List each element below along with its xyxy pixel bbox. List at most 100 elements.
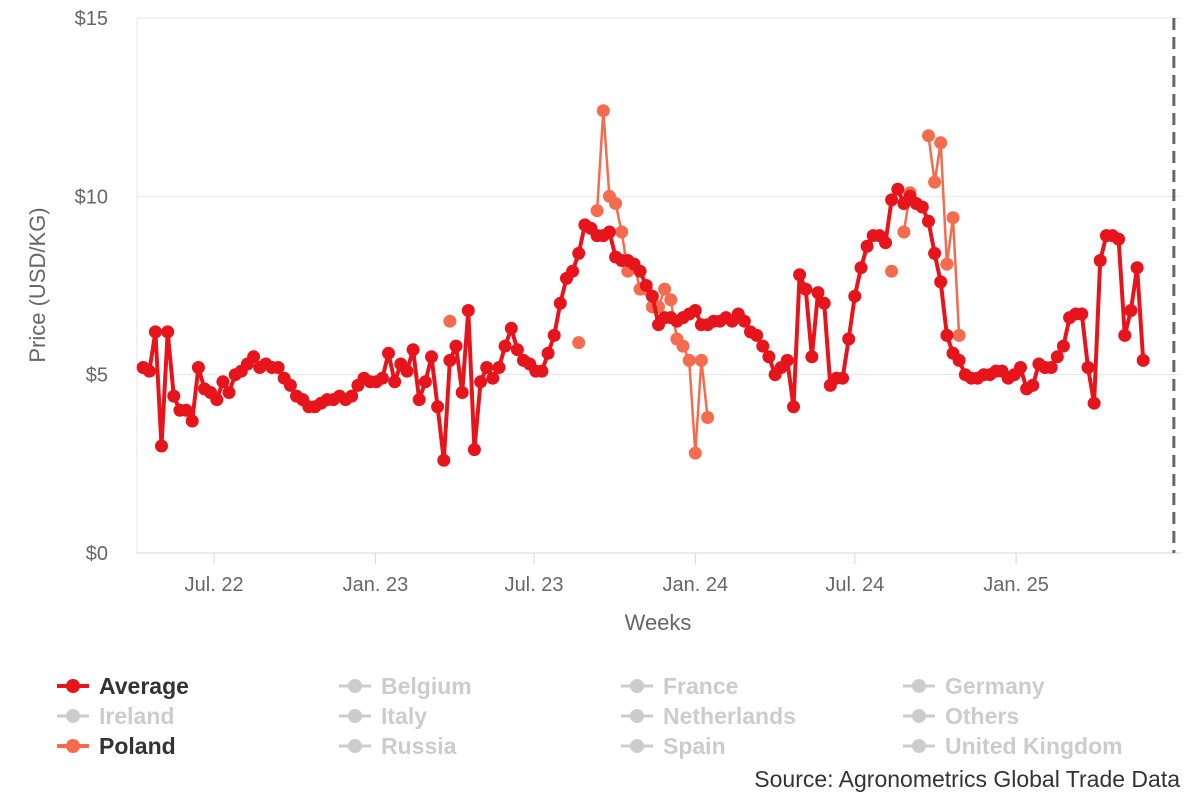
data-point-average[interactable] xyxy=(1075,307,1089,321)
data-point-average[interactable] xyxy=(155,439,168,453)
data-point-average[interactable] xyxy=(1014,361,1027,374)
data-point-poland[interactable] xyxy=(952,328,966,342)
data-point-average[interactable] xyxy=(345,389,359,403)
data-point-average[interactable] xyxy=(842,332,856,346)
legend-item-france[interactable]: France xyxy=(619,671,901,701)
data-point-average[interactable] xyxy=(283,378,297,392)
data-point-average[interactable] xyxy=(449,339,463,353)
data-point-poland[interactable] xyxy=(609,197,623,210)
data-point-average[interactable] xyxy=(553,296,567,310)
data-point-poland[interactable] xyxy=(664,293,678,307)
data-point-average[interactable] xyxy=(191,361,205,374)
data-point-average[interactable] xyxy=(142,364,156,378)
data-point-average[interactable] xyxy=(915,200,929,214)
legend-item-germany[interactable]: Germany xyxy=(901,671,1183,701)
data-point-poland[interactable] xyxy=(443,314,457,328)
data-point-average[interactable] xyxy=(566,264,580,278)
data-point-average[interactable] xyxy=(860,239,874,253)
data-point-average[interactable] xyxy=(437,453,451,467)
data-point-average[interactable] xyxy=(836,371,850,385)
data-point-average[interactable] xyxy=(1081,361,1095,374)
data-point-average[interactable] xyxy=(952,353,966,367)
data-point-average[interactable] xyxy=(541,346,555,360)
data-point-poland[interactable] xyxy=(885,264,899,278)
data-point-average[interactable] xyxy=(474,375,488,389)
data-point-average[interactable] xyxy=(216,375,230,389)
data-point-poland[interactable] xyxy=(688,446,702,460)
data-point-average[interactable] xyxy=(1050,350,1064,364)
data-point-average[interactable] xyxy=(1118,328,1132,342)
data-point-average[interactable] xyxy=(167,389,181,403)
legend-item-poland[interactable]: Poland xyxy=(55,731,337,761)
data-point-average[interactable] xyxy=(222,386,236,399)
data-point-average[interactable] xyxy=(1112,232,1126,246)
data-point-average[interactable] xyxy=(388,375,402,389)
legend-item-belgium[interactable]: Belgium xyxy=(337,671,619,701)
data-point-poland[interactable] xyxy=(928,175,942,189)
data-point-average[interactable] xyxy=(639,279,653,292)
data-point-average[interactable] xyxy=(848,289,862,303)
legend-item-russia[interactable]: Russia xyxy=(337,731,619,761)
data-point-average[interactable] xyxy=(793,268,807,282)
data-point-average[interactable] xyxy=(535,364,549,378)
data-point-average[interactable] xyxy=(934,275,948,289)
data-point-average[interactable] xyxy=(885,193,899,207)
data-point-average[interactable] xyxy=(805,350,819,364)
data-point-average[interactable] xyxy=(737,314,751,328)
data-point-average[interactable] xyxy=(940,328,954,342)
data-point-average[interactable] xyxy=(492,361,506,374)
data-point-average[interactable] xyxy=(1124,304,1138,317)
data-point-average[interactable] xyxy=(1130,261,1144,275)
data-point-average[interactable] xyxy=(467,443,481,457)
data-point-average[interactable] xyxy=(1093,254,1107,267)
data-point-average[interactable] xyxy=(443,353,457,367)
data-point-poland[interactable] xyxy=(922,129,935,143)
data-point-poland[interactable] xyxy=(940,257,954,271)
data-point-average[interactable] xyxy=(406,343,420,357)
data-point-average[interactable] xyxy=(891,182,905,196)
legend-item-average[interactable]: Average xyxy=(55,671,337,701)
data-point-average[interactable] xyxy=(271,361,285,374)
data-point-average[interactable] xyxy=(210,393,224,407)
data-point-average[interactable] xyxy=(928,246,942,260)
data-point-average[interactable] xyxy=(1056,339,1070,353)
data-point-poland[interactable] xyxy=(934,136,948,150)
data-point-poland[interactable] xyxy=(682,353,696,367)
data-point-average[interactable] xyxy=(780,353,794,367)
data-point-average[interactable] xyxy=(1026,378,1040,392)
data-point-average[interactable] xyxy=(879,236,892,250)
data-point-poland[interactable] xyxy=(701,411,715,424)
data-point-average[interactable] xyxy=(382,346,395,360)
data-point-poland[interactable] xyxy=(572,336,586,350)
data-point-average[interactable] xyxy=(854,261,868,275)
data-point-average[interactable] xyxy=(750,328,764,342)
data-point-average[interactable] xyxy=(762,350,776,364)
data-point-poland[interactable] xyxy=(676,339,690,353)
data-point-average[interactable] xyxy=(375,371,389,385)
data-point-average[interactable] xyxy=(756,339,770,353)
legend-item-spain[interactable]: Spain xyxy=(619,731,901,761)
data-point-average[interactable] xyxy=(400,364,414,378)
data-point-average[interactable] xyxy=(455,386,469,399)
data-point-average[interactable] xyxy=(572,246,586,260)
data-point-average[interactable] xyxy=(787,400,800,414)
data-point-average[interactable] xyxy=(688,304,702,317)
data-point-average[interactable] xyxy=(425,350,438,364)
legend-item-netherlands[interactable]: Netherlands xyxy=(619,701,901,731)
data-point-average[interactable] xyxy=(461,304,475,317)
legend-item-ireland[interactable]: Ireland xyxy=(55,701,337,731)
data-point-average[interactable] xyxy=(480,361,494,374)
data-point-average[interactable] xyxy=(185,414,199,428)
data-point-average[interactable] xyxy=(602,225,616,239)
data-point-average[interactable] xyxy=(418,375,432,389)
data-point-average[interactable] xyxy=(1087,396,1101,410)
data-point-average[interactable] xyxy=(1044,361,1058,374)
data-point-average[interactable] xyxy=(148,325,162,339)
data-point-average[interactable] xyxy=(633,264,647,278)
data-point-average[interactable] xyxy=(922,214,935,228)
data-point-average[interactable] xyxy=(247,350,261,364)
data-point-average[interactable] xyxy=(817,296,831,310)
data-point-poland[interactable] xyxy=(596,104,610,118)
legend-item-italy[interactable]: Italy xyxy=(337,701,619,731)
legend-item-united-kingdom[interactable]: United Kingdom xyxy=(901,731,1183,761)
